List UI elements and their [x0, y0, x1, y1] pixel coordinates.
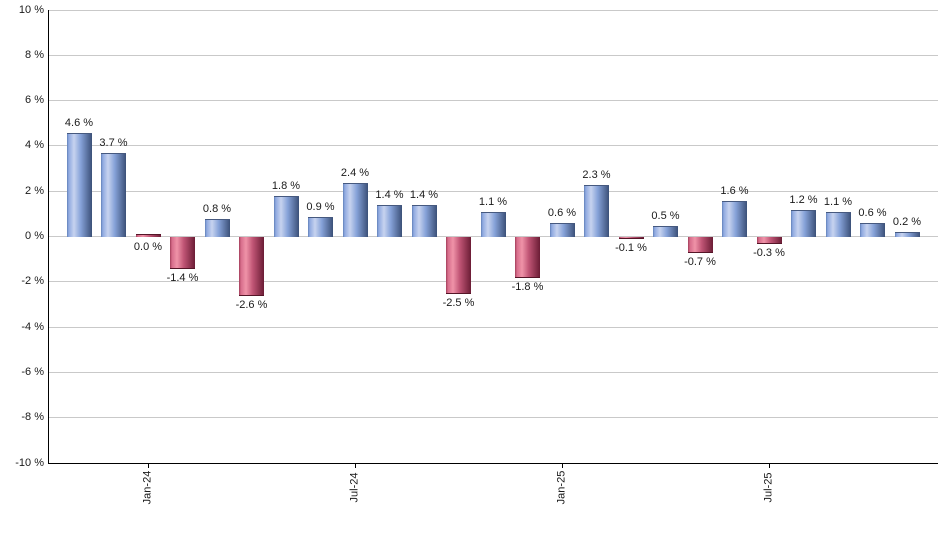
y-gridline — [48, 54, 938, 56]
bar-value-label: 4.6 % — [64, 116, 94, 129]
x-axis-tick — [561, 463, 563, 468]
bar — [377, 204, 402, 237]
bar — [791, 209, 816, 237]
bar-value-label: 1.1 % — [823, 195, 853, 208]
bar-value-label: 2.4 % — [340, 166, 370, 179]
y-gridline — [48, 190, 938, 192]
bar — [66, 132, 92, 237]
y-axis-tick-label: 6 % — [25, 94, 44, 107]
x-axis-tick — [147, 463, 149, 468]
bar — [342, 182, 368, 237]
bar — [894, 231, 920, 237]
y-axis-tick-label: -2 % — [21, 275, 44, 288]
bar-value-label: 0.6 % — [547, 206, 577, 219]
x-axis-tick-label: Jul-25 — [762, 472, 775, 503]
bar — [687, 236, 713, 253]
x-axis-tick-label: Jan-25 — [555, 470, 568, 505]
bar-value-label: 1.2 % — [789, 193, 818, 206]
bar-value-label: 0.2 % — [892, 215, 922, 228]
bar-value-label: 0.8 % — [202, 202, 232, 215]
x-axis-tick-label: Jan-24 — [141, 470, 154, 505]
y-axis-line — [48, 10, 49, 463]
y-gridline — [48, 326, 938, 328]
y-axis-tick-label: -10 % — [15, 456, 44, 469]
x-axis-tick-label: Jul-24 — [348, 472, 361, 503]
bar-value-label: -1.4 % — [166, 271, 199, 284]
bar-value-label: 1.1 % — [478, 195, 508, 208]
bar — [480, 211, 506, 237]
y-axis-tick-label: -4 % — [21, 320, 44, 333]
bar — [308, 216, 333, 237]
bar — [273, 195, 299, 237]
bar-value-label: 3.7 % — [99, 136, 128, 149]
y-gridline — [48, 145, 938, 147]
bar — [446, 236, 471, 294]
bar — [549, 222, 575, 237]
y-gridline — [48, 371, 938, 373]
bar-value-label: 0.9 % — [306, 200, 335, 213]
y-gridline — [48, 9, 938, 11]
bar-value-label: 2.3 % — [582, 168, 611, 181]
bar-value-label: -0.3 % — [753, 246, 785, 259]
bar — [135, 233, 161, 237]
y-axis-tick-label: -6 % — [21, 365, 44, 378]
y-axis-tick-label: 0 % — [25, 230, 44, 242]
bar-value-label: 0.6 % — [858, 206, 887, 219]
bar-value-label: -2.6 % — [235, 298, 268, 311]
bar — [101, 152, 126, 237]
bar — [860, 222, 885, 237]
bar — [825, 211, 851, 237]
x-axis-line — [48, 463, 938, 464]
y-gridline — [48, 236, 938, 237]
bar — [170, 236, 195, 269]
y-gridline — [48, 417, 938, 419]
y-axis-tick-label: 10 % — [18, 3, 44, 16]
bar-value-label: 0.0 % — [133, 240, 163, 253]
bar-value-label: -0.1 % — [615, 241, 647, 254]
bar — [653, 225, 678, 237]
x-axis-tick — [768, 463, 770, 468]
bar — [584, 184, 609, 237]
y-axis-tick-label: -8 % — [21, 411, 44, 424]
bar — [411, 204, 437, 237]
bar-value-label: 0.5 % — [651, 209, 680, 222]
x-axis-tick — [354, 463, 356, 468]
bar — [618, 236, 644, 239]
bar — [204, 218, 230, 237]
bar-value-label: -1.8 % — [511, 280, 544, 293]
bar-value-label: 1.8 % — [271, 179, 301, 192]
bar-value-label: 1.4 % — [409, 188, 439, 201]
y-gridline — [48, 281, 938, 283]
bar — [239, 236, 264, 296]
y-axis-tick-label: 4 % — [25, 139, 44, 152]
bar — [722, 200, 747, 237]
y-gridline — [48, 100, 938, 102]
y-axis-tick-label: 2 % — [25, 184, 44, 197]
bar — [515, 236, 540, 278]
bar-value-label: 1.4 % — [375, 188, 404, 201]
bar-value-label: 1.6 % — [720, 184, 749, 197]
bar — [756, 236, 782, 244]
bar-value-label: -0.7 % — [684, 255, 716, 268]
y-axis-tick-label: 8 % — [25, 48, 44, 61]
bar-value-label: -2.5 % — [442, 296, 475, 309]
